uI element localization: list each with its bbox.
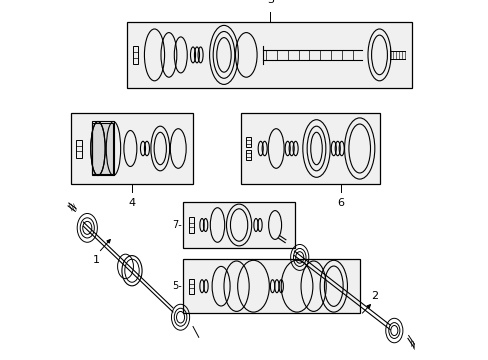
Text: 2: 2: [370, 291, 378, 301]
Text: 4: 4: [128, 198, 136, 208]
Bar: [127, 22, 411, 88]
Text: 7-: 7-: [171, 220, 181, 230]
Bar: [183, 259, 359, 313]
Bar: [92, 122, 113, 174]
Bar: [183, 259, 359, 313]
Bar: [71, 113, 193, 184]
Text: 6: 6: [337, 198, 344, 208]
Bar: [246, 150, 251, 161]
Bar: [183, 202, 294, 248]
Bar: [188, 279, 193, 294]
Bar: [132, 45, 138, 64]
Text: 5-: 5-: [171, 281, 181, 291]
Bar: [92, 121, 114, 175]
Bar: [76, 139, 81, 158]
Bar: [127, 22, 411, 88]
Bar: [183, 202, 294, 248]
Bar: [241, 113, 379, 184]
Bar: [71, 113, 193, 184]
Bar: [188, 217, 193, 233]
Bar: [246, 136, 251, 148]
Text: 1: 1: [92, 255, 99, 265]
Bar: [241, 113, 379, 184]
Text: 3: 3: [266, 0, 273, 5]
